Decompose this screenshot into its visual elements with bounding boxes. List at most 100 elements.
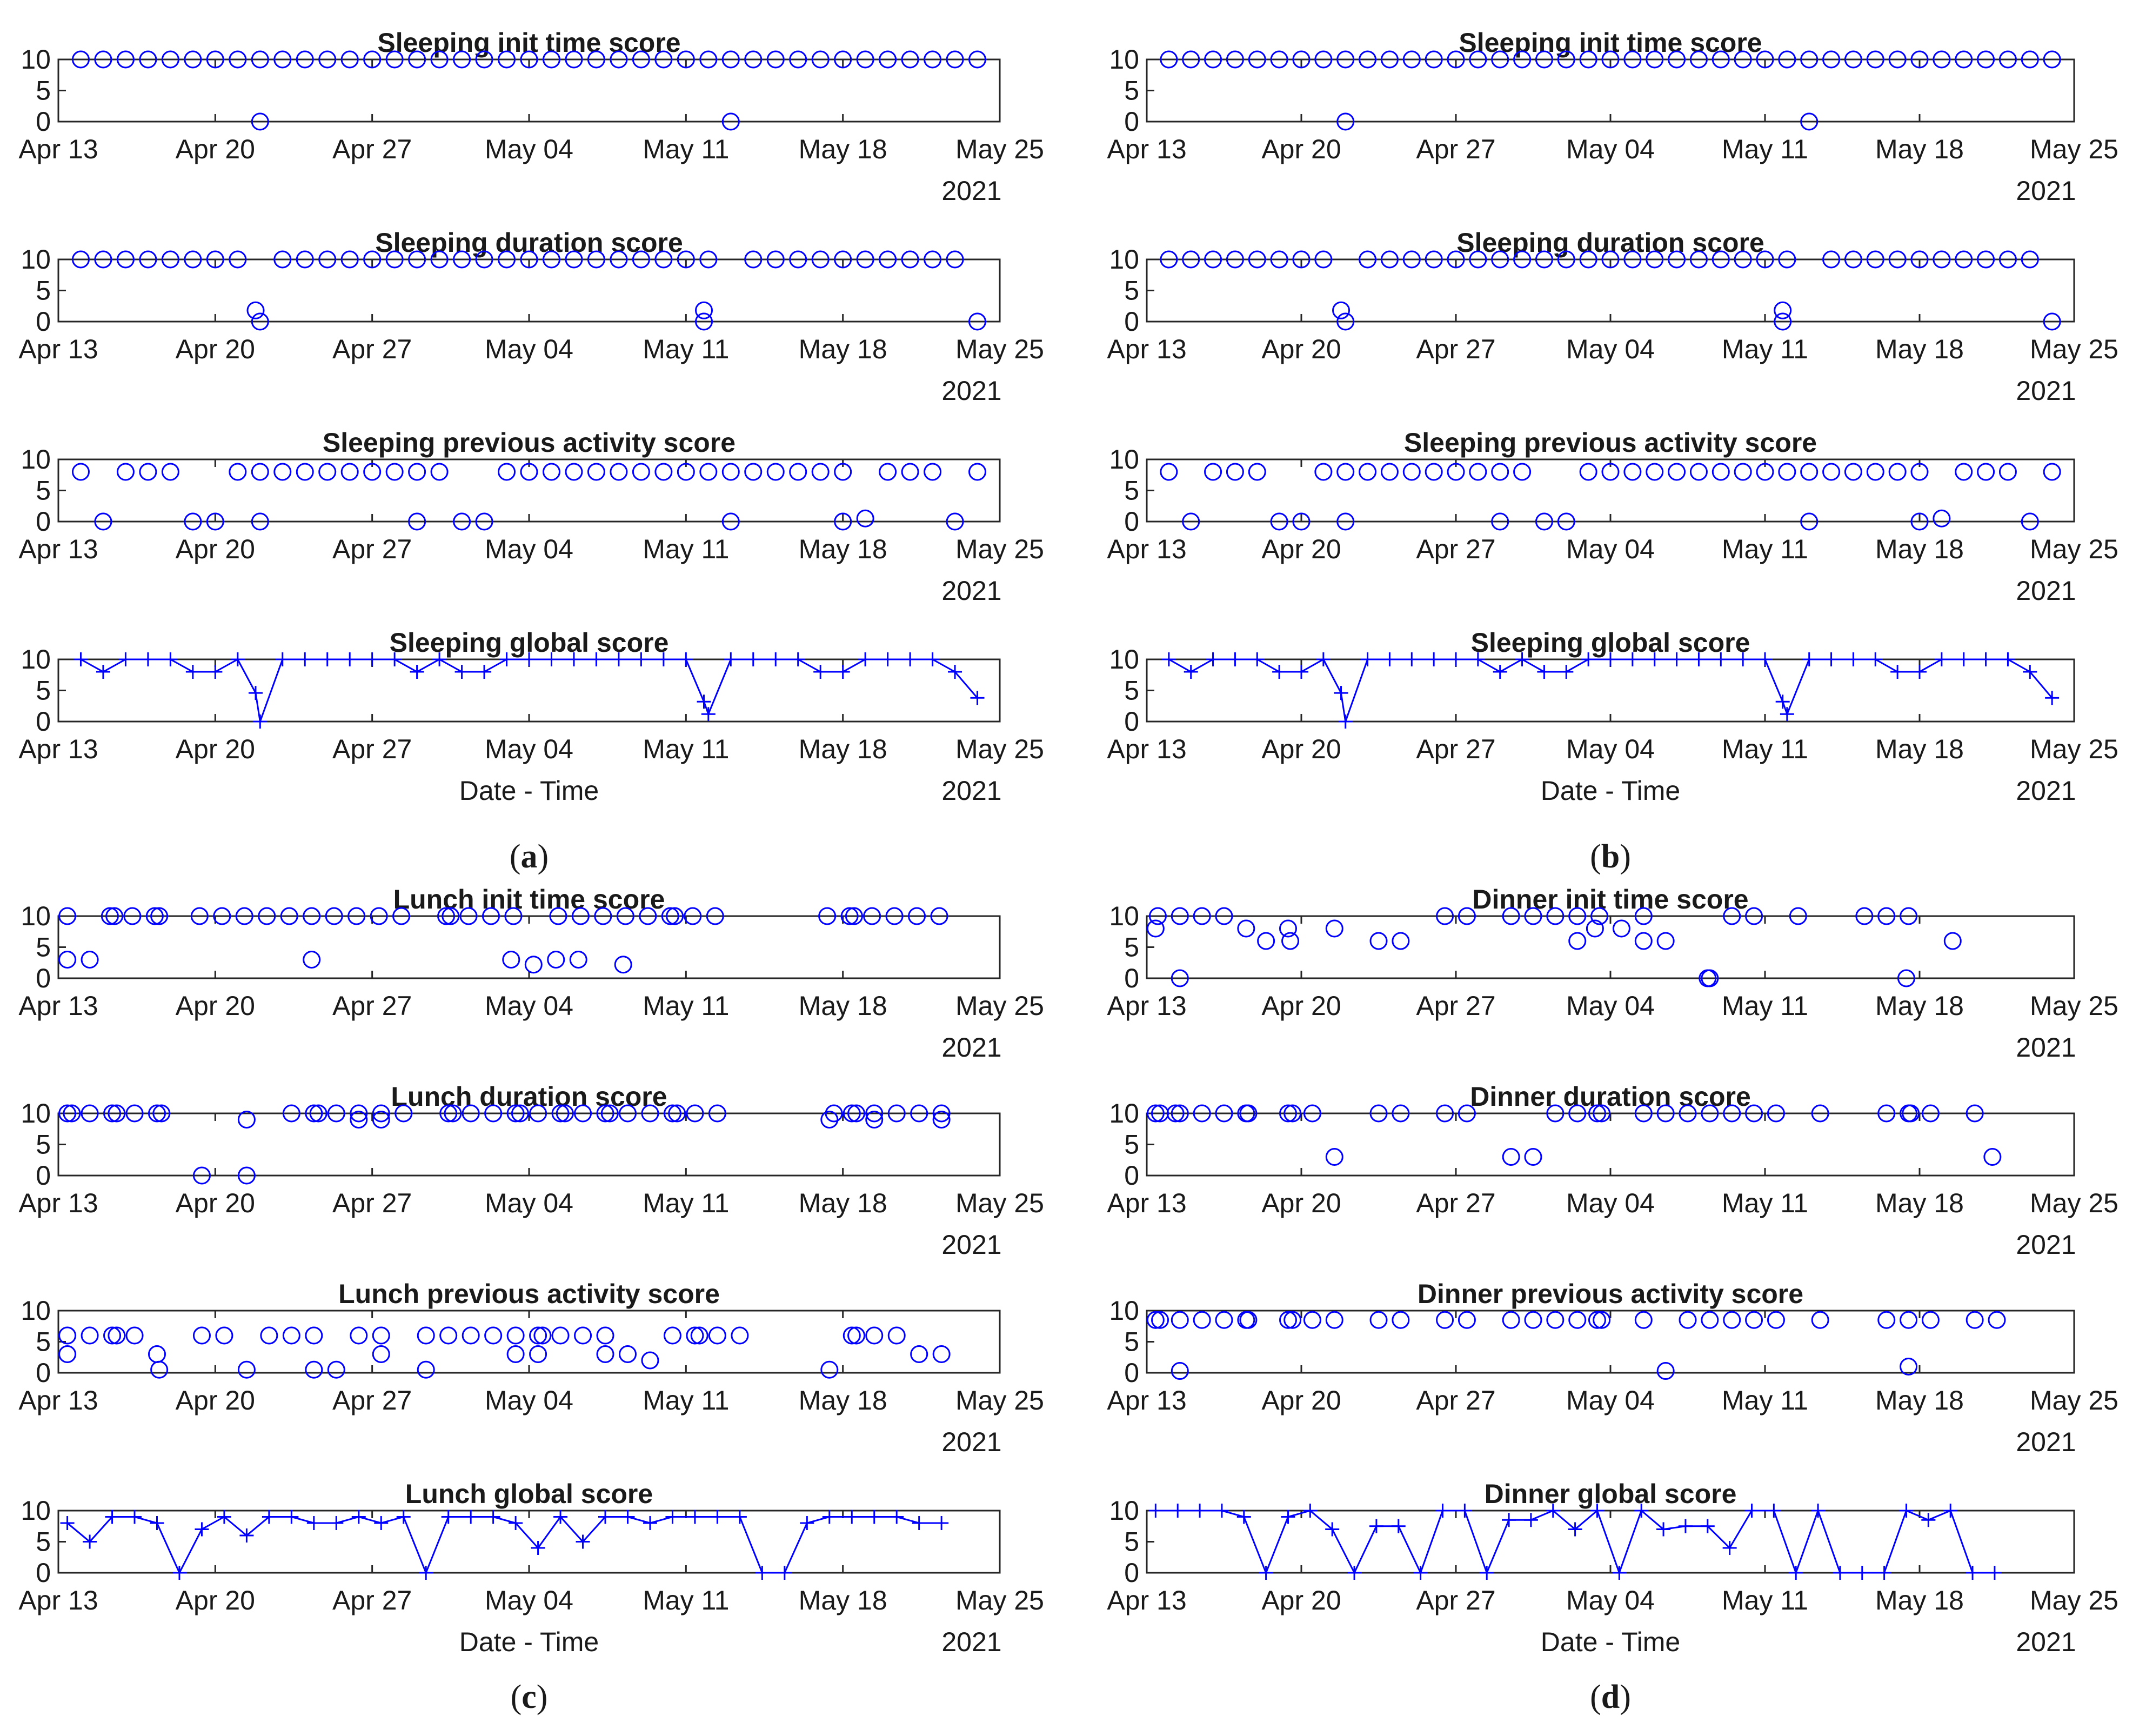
x-tick-label: May 04 [485,1188,573,1218]
y-tick-label: 5 [1124,1327,1139,1357]
data-point [340,250,359,269]
data-point [1382,652,1397,666]
data-point [184,250,202,269]
data-point [1723,1104,1741,1123]
x-tick-label: May 18 [1875,1188,1964,1218]
data-point [217,1510,231,1524]
data-point [1336,463,1355,481]
axes-box [1146,58,2075,123]
y-tick-label: 0 [36,706,51,737]
data-point [1877,1566,1891,1580]
x-tick-label: May 18 [1875,534,1964,564]
data-point [1601,250,1620,269]
data-point [1634,1504,1649,1518]
data-point [932,1111,951,1129]
data-point [1579,50,1597,69]
data-point [1977,463,1995,481]
y-tick-label: 10 [1109,244,1139,275]
data-point [1257,932,1275,950]
data-point [58,951,77,969]
x-tick-label: May 25 [2030,334,2118,364]
data-point [598,1510,613,1524]
data-point [847,1104,866,1123]
axes-box [57,458,1001,523]
data-point [1171,907,1189,925]
y-tick-label: 10 [21,1495,51,1526]
data-point [686,1104,704,1123]
data-point [372,1111,390,1129]
data-point [229,250,247,269]
data-point [363,463,382,481]
data-point [887,1326,906,1345]
data-point [305,1326,323,1345]
x-tick-label: May 11 [643,1188,729,1218]
subplot-title: Sleeping init time score [1459,28,1762,58]
data-point [654,463,673,481]
data-point [587,463,605,481]
x-year-label: 2021 [2016,1427,2076,1457]
data-point [665,1510,680,1524]
data-point [1701,1104,1719,1123]
data-point [1603,652,1617,666]
data-point [1822,50,1841,69]
data-point [385,250,404,269]
data-point [1524,1311,1542,1329]
data-point [1303,1311,1321,1329]
x-tick-label: May 18 [799,1585,887,1615]
data-point [542,250,560,269]
data-point [1668,50,1686,69]
data-point [1745,907,1763,925]
y-tick-label: 5 [36,476,51,506]
data-point [125,1104,144,1123]
data-point [408,250,426,269]
data-point [1447,250,1465,269]
data-point [1778,463,1796,481]
data-point [1586,919,1604,938]
x-tick-label: Apr 13 [18,734,98,764]
data-point [1359,50,1377,69]
data-point [903,652,918,666]
data-point [1656,1104,1675,1123]
data-point [116,250,135,269]
data-point [1955,250,1973,269]
data-point [1325,1148,1343,1166]
data-point [1402,50,1421,69]
data-point [1679,1311,1697,1329]
data-point [1590,907,1609,925]
data-point [282,1326,300,1345]
data-point [475,250,493,269]
data-point [150,1516,164,1530]
data-point [1204,250,1222,269]
data-point [430,250,449,269]
data-point [1402,463,1421,481]
data-point [2021,512,2039,531]
data-point [1193,1104,1211,1123]
data-point [1588,1104,1606,1123]
data-point [96,665,110,679]
data-point [1270,512,1288,531]
data-point [1977,50,1995,69]
data-point [1888,50,1907,69]
data-point [1469,250,1487,269]
data-point [777,1566,792,1580]
data-point [453,50,471,69]
data-point [444,1104,462,1123]
data-point [1336,512,1355,531]
data-point [834,50,852,69]
x-tick-label: Apr 13 [1107,534,1186,564]
data-point [442,907,460,925]
x-tick-label: May 18 [799,334,887,364]
data-point [1171,1311,1189,1329]
x-tick-label: Apr 13 [18,334,98,364]
data-point [1855,1566,1869,1580]
data-point [1712,463,1730,481]
data-point [661,907,679,925]
data-point [1535,250,1553,269]
data-point [553,1510,568,1524]
data-point [192,1326,211,1345]
data-point [1436,1104,1454,1123]
data-point [1933,250,1951,269]
